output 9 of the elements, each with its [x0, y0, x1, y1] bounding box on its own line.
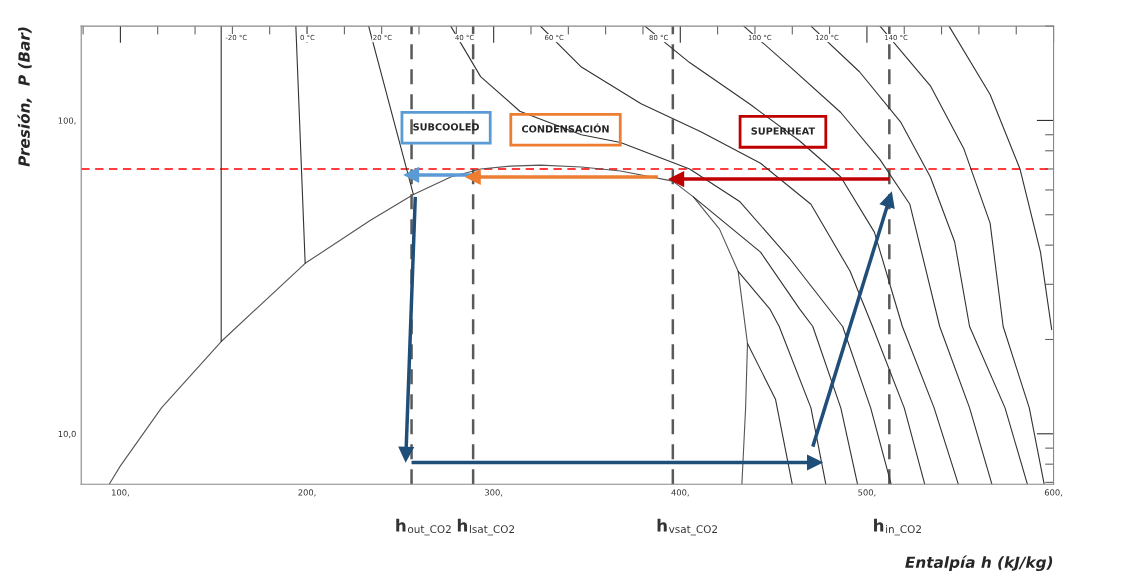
- y-axis-title: Presión, P (Bar): [17, 27, 32, 167]
- x-tick-label: 200,: [298, 489, 316, 497]
- x-tick-label: 400,: [671, 489, 689, 497]
- y-tick-label: 10,0: [58, 430, 76, 438]
- x-tick-label: 600,: [1044, 489, 1063, 497]
- x-tick-label: 300,: [485, 489, 503, 497]
- x-axis-title: Entalpía h (kJ/kg): [905, 555, 1053, 572]
- x-tick-label: 500,: [858, 489, 876, 497]
- x-tick-label: 100,: [112, 489, 129, 497]
